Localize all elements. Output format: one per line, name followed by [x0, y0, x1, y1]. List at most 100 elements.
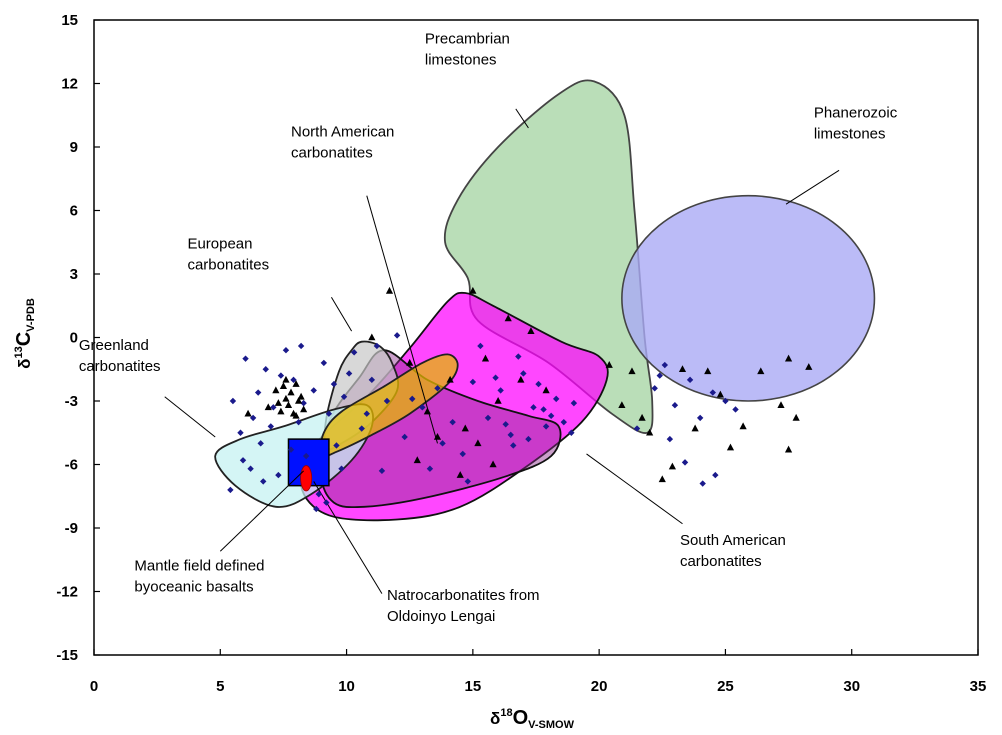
diamond-point: [656, 372, 663, 379]
diamond-point: [484, 414, 492, 422]
triangle-point: [542, 386, 550, 394]
annotation-greenland: Greenland carbonatites: [79, 337, 161, 375]
triangle-point: [777, 401, 785, 409]
diamond-point: [254, 389, 262, 396]
diamond-point: [560, 418, 567, 426]
triangle-point: [618, 401, 626, 409]
annotation-precambrian: Precambrian limestones: [425, 30, 510, 68]
triangle-point: [646, 428, 654, 436]
y-tick-label: 0: [70, 330, 78, 347]
y-tick-label: 15: [61, 12, 78, 29]
diamond-point: [257, 440, 264, 447]
triangle-point: [282, 394, 290, 402]
diamond-point: [666, 435, 674, 443]
x-axis-label-prefix: δ: [490, 709, 500, 728]
triangle-point: [456, 471, 464, 478]
diamond-point: [320, 359, 328, 367]
diamond-point: [295, 418, 302, 426]
x-tick-label: 0: [90, 678, 98, 695]
annotation-line: Greenland: [79, 337, 149, 354]
field-phanerozoic-limestones: [621, 194, 876, 402]
annotations: Precambrian limestones Phanerozoic limeston…: [79, 30, 898, 625]
triangle-point: [704, 367, 712, 375]
x-tick-label: 10: [338, 678, 355, 695]
y-axis-label-sub: V-PDB: [25, 298, 37, 332]
diamond-point: [338, 465, 345, 472]
annotation-line: European: [187, 236, 252, 253]
triangle-point: [406, 358, 414, 366]
y-tick-label: -15: [56, 647, 78, 664]
x-axis-label: δ18OV-SMOW: [490, 707, 575, 731]
diamond-point: [681, 459, 689, 466]
natrocarbonatite-point: [300, 465, 313, 492]
diamond-point: [275, 471, 282, 479]
y-tick-label: -9: [65, 520, 78, 537]
triangle-point: [792, 413, 800, 421]
diamond-point: [497, 387, 504, 394]
diamond-point: [439, 440, 446, 447]
diamond-point: [502, 421, 509, 428]
annotation-line: carbonatites: [291, 144, 373, 161]
triangle-point: [668, 462, 676, 470]
triangle-point: [385, 286, 394, 294]
x-tick-label: 20: [591, 678, 608, 695]
diamond-point: [262, 366, 269, 373]
y-tick-label: 3: [70, 266, 78, 283]
diamond-point: [363, 410, 370, 417]
diamond-point: [686, 376, 694, 384]
triangle-point: [638, 413, 646, 421]
diamond-point: [449, 418, 456, 426]
triangle-point: [277, 407, 285, 415]
diamond-point: [282, 347, 290, 354]
y-tick-label: -12: [56, 584, 78, 601]
diamond-point: [260, 478, 267, 485]
diamond-point: [651, 385, 658, 392]
y-axis-label: δ13CV-PDB: [13, 298, 37, 369]
diamond-point: [350, 349, 358, 356]
triangle-point: [413, 456, 421, 464]
diamond-point: [540, 406, 547, 413]
diamond-point: [267, 423, 274, 430]
triangle-point: [716, 390, 724, 398]
leader-line: [785, 169, 840, 205]
triangle-point: [469, 286, 477, 294]
diamond-point: [378, 467, 386, 475]
triangle-point: [489, 460, 497, 468]
diamond-point: [237, 429, 244, 436]
diamond-point: [515, 353, 522, 360]
annotation-line: Oldoinyo Lengai: [387, 608, 495, 625]
triangle-point: [504, 314, 512, 322]
annotation-mantle-field-defined: Mantle field defined byoceanic basalts: [134, 557, 264, 595]
diamond-point: [568, 429, 575, 436]
diamond-point: [358, 425, 365, 432]
diamond-point: [290, 376, 297, 384]
diamond-point: [242, 355, 249, 362]
compositional-fields: [214, 79, 876, 522]
diamond-point: [315, 490, 322, 498]
annotation-line: carbonatites: [187, 257, 269, 274]
diamond-point: [383, 397, 391, 405]
diamond-point: [277, 372, 285, 379]
triangle-point: [244, 409, 252, 417]
diamond-point: [510, 442, 517, 449]
triangle-point: [297, 392, 305, 400]
triangle-point: [605, 361, 613, 368]
triangle-point: [284, 401, 293, 409]
axes: 0 5 10 15 20 25 30 35 -15 -12 -9 -6 -3 0 3 6 9 12 15: [56, 12, 986, 695]
diamond-point: [520, 370, 527, 377]
diamond-point: [419, 404, 426, 411]
annotation-leaders: [164, 108, 840, 594]
diamond-point: [300, 399, 307, 407]
diamond-point: [507, 431, 514, 439]
y-axis-label-main: C: [13, 332, 35, 346]
annotation-line: byoceanic basalts: [134, 578, 253, 595]
diamond-point: [239, 457, 247, 464]
x-axis-label-sub: V-SMOW: [528, 719, 574, 731]
diamond-point: [393, 332, 401, 339]
y-axis-label-sup: 13: [13, 346, 25, 358]
diamond-point: [661, 361, 669, 369]
annotation-line: carbonatites: [680, 553, 762, 570]
y-tick-label: 6: [70, 203, 78, 220]
annotation-line: South American: [680, 532, 786, 549]
